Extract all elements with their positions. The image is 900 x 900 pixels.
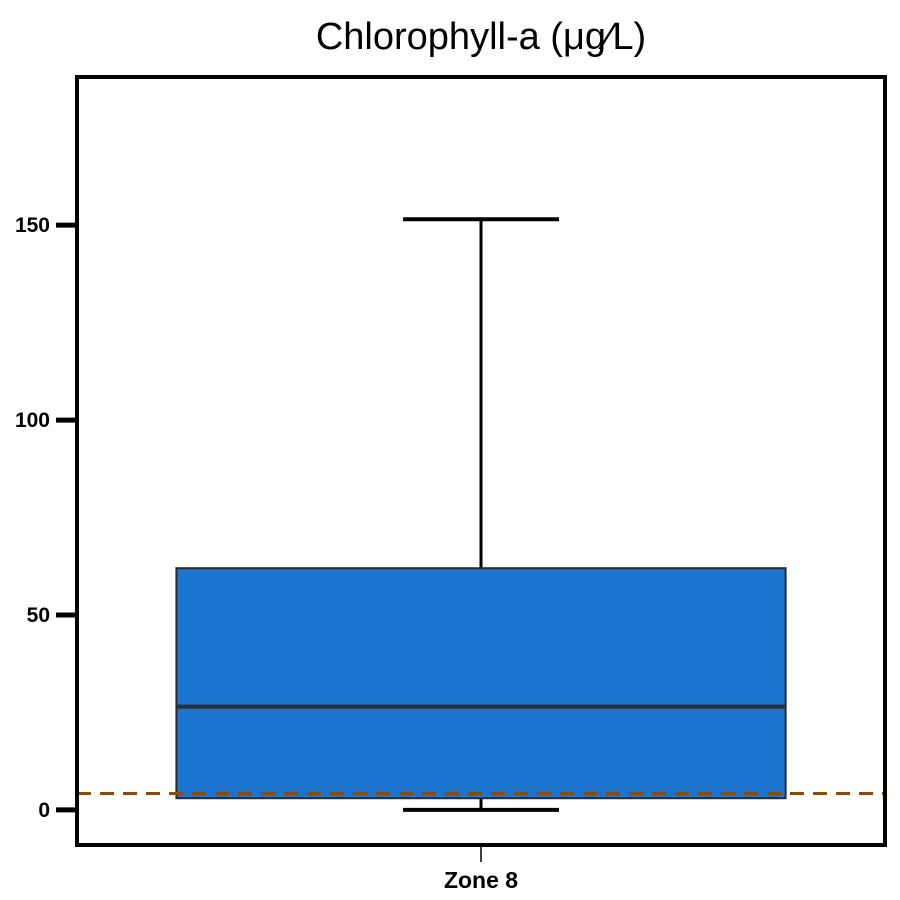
y-tick-label: 0 [38,799,50,822]
chart-title: Chlorophyll-a (μg∕L) [316,16,646,58]
y-axis: 0 50 100 150 [15,214,77,822]
y-tick-label: 100 [15,409,50,432]
x-tick-label: Zone 8 [444,867,518,893]
box-iqr [175,567,787,800]
x-axis: Zone 8 [444,845,518,893]
y-tick-label: 50 [27,604,50,627]
y-tick-label: 150 [15,214,50,237]
plot-area [75,75,887,847]
